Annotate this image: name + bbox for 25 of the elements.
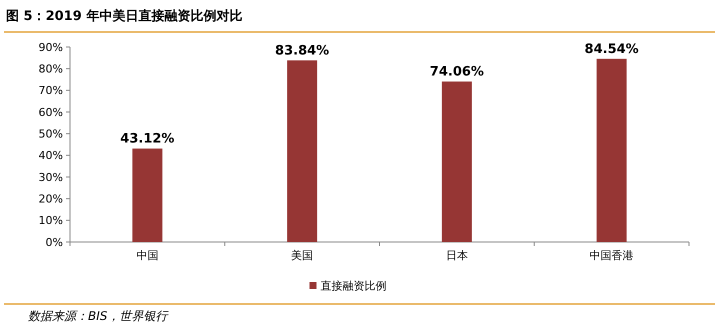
y-tick-label: 0% [46,236,63,249]
bar [287,60,318,242]
data-label: 83.84% [275,43,330,58]
data-label: 84.54% [584,42,639,57]
y-tick-label: 60% [38,106,63,119]
bar [596,58,627,242]
x-tick-label: 中国 [136,249,158,262]
legend-label: 直接融资比例 [320,279,386,292]
y-tick-label: 10% [38,214,63,228]
data-label: 74.06% [430,64,484,80]
y-tick-label: 40% [38,149,63,162]
x-tick-label: 美国 [291,249,314,262]
data-label: 43.12% [120,132,174,147]
y-tick-label: 20% [38,192,63,206]
bar [132,148,162,242]
chart-title: 图 5：2019 年中美日直接融资比例对比 [6,8,242,24]
y-tick-label: 90% [38,40,63,54]
bar [442,82,472,242]
y-tick-label: 70% [38,84,63,98]
x-tick-label: 日本 [446,249,468,262]
y-tick-label: 30% [38,170,63,184]
y-tick-label: 50% [38,128,63,141]
source-note: 数据来源：BIS，世界银行 [28,309,170,323]
x-tick-label: 中国香港 [590,249,634,262]
y-tick-label: 80% [38,62,63,76]
